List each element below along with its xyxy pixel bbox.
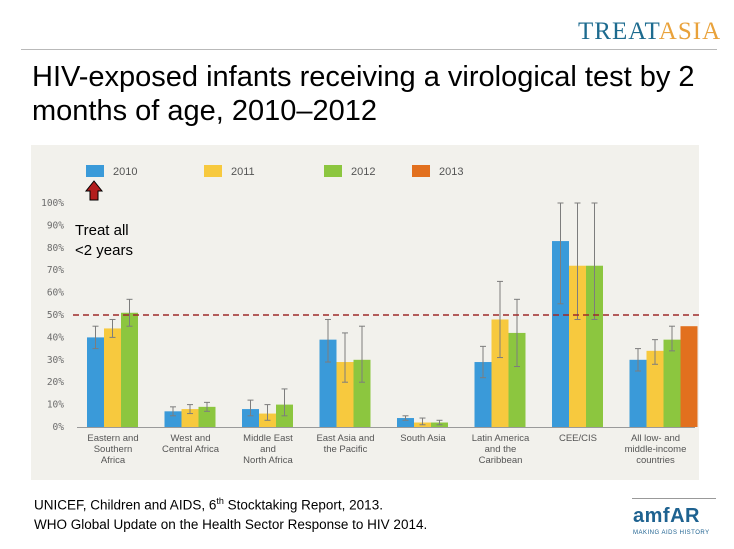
- category-label: Africa: [101, 455, 126, 466]
- category-label: Caribbean: [479, 455, 523, 466]
- category-label: East Asia and: [316, 433, 374, 444]
- chart-svg: 0% 10% 20% 30% 40% 50% 60% 70% 80% 90% 100% Eastern…: [31, 145, 699, 480]
- bar-2011: [336, 362, 354, 427]
- category-label: and the: [485, 444, 517, 455]
- y-tick-label: 50%: [47, 310, 64, 321]
- bar-2010: [397, 418, 414, 427]
- bottom-divider: [632, 498, 716, 499]
- bar-2013: [680, 326, 698, 427]
- source-citation: UNICEF, Children and AIDS, 6th Stocktaki…: [34, 492, 427, 534]
- category-label: All low- and: [631, 433, 680, 444]
- y-tick-label: 80%: [47, 243, 64, 254]
- category-label: North Africa: [243, 455, 293, 466]
- bar-2010: [552, 241, 569, 427]
- category-label: middle-income: [625, 444, 687, 455]
- slide-title: HIV-exposed infants receiving a virologi…: [32, 61, 695, 127]
- legend-label-2013: 2013: [439, 166, 463, 178]
- category-label: Southern: [94, 444, 133, 455]
- red-arrow-icon: [84, 180, 104, 201]
- bar-2012: [353, 359, 371, 427]
- bar-2010: [629, 359, 647, 427]
- legend-swatch-2012: [324, 165, 342, 177]
- bar-2012: [508, 332, 526, 427]
- bar-2010: [474, 362, 492, 427]
- category-label: CEE/CIS: [559, 433, 597, 444]
- legend-label-2012: 2012: [351, 166, 375, 178]
- y-tick-label: 70%: [47, 265, 64, 276]
- bar-2010: [319, 339, 337, 427]
- category-label: Middle East: [243, 433, 293, 444]
- bar-2012: [198, 406, 216, 427]
- bar-2012: [586, 265, 603, 427]
- source-line-2: WHO Global Update on the Health Sector R…: [34, 516, 428, 532]
- bar-2011: [491, 319, 509, 427]
- legend-swatch-2011: [204, 165, 222, 177]
- bar-2010: [164, 411, 182, 427]
- bar-2010: [242, 409, 259, 427]
- legend-swatch-2010: [86, 165, 104, 177]
- legend-swatch-2013: [412, 165, 430, 177]
- treatasia-logo: TREATASIA: [578, 18, 722, 45]
- category-label: Eastern and: [87, 433, 138, 444]
- annotation-line-1: Treat all: [75, 222, 129, 239]
- category-label: and: [260, 444, 276, 455]
- category-label: countries: [636, 455, 675, 466]
- category-label: West and: [171, 433, 211, 444]
- category-label: Latin America: [472, 433, 530, 444]
- bar-chart: 0% 10% 20% 30% 40% 50% 60% 70% 80% 90% 100% Eastern…: [31, 145, 699, 480]
- y-tick-label: 90%: [47, 220, 64, 231]
- y-tick-label: 30%: [47, 355, 64, 366]
- bar-2011: [104, 328, 121, 427]
- amfar-logo: amfAR: [633, 505, 700, 527]
- bar-2011: [181, 409, 199, 427]
- source-line-1: UNICEF, Children and AIDS, 6th Stocktaki…: [34, 496, 383, 513]
- top-divider: [21, 49, 717, 50]
- bar-2012: [121, 312, 138, 427]
- amfar-tagline: MAKING AIDS HISTORY: [633, 530, 710, 536]
- y-tick-label: 100%: [41, 198, 64, 209]
- bar-2012: [663, 339, 681, 427]
- bar-2010: [87, 337, 104, 427]
- y-tick-label: 20%: [47, 377, 64, 388]
- y-tick-label: 0%: [53, 422, 65, 433]
- annotation-line-2: <2 years: [75, 242, 133, 259]
- y-tick-label: 60%: [47, 288, 64, 299]
- category-label: South Asia: [400, 433, 446, 444]
- y-tick-label: 10%: [47, 400, 64, 411]
- bar-2011: [646, 350, 664, 427]
- bar-2011: [569, 265, 586, 427]
- category-label: Central Africa: [162, 444, 220, 455]
- legend-label-2011: 2011: [231, 166, 255, 178]
- y-tick-label: 40%: [47, 332, 64, 343]
- legend-label-2010: 2010: [113, 166, 137, 178]
- category-label: the Pacific: [324, 444, 368, 455]
